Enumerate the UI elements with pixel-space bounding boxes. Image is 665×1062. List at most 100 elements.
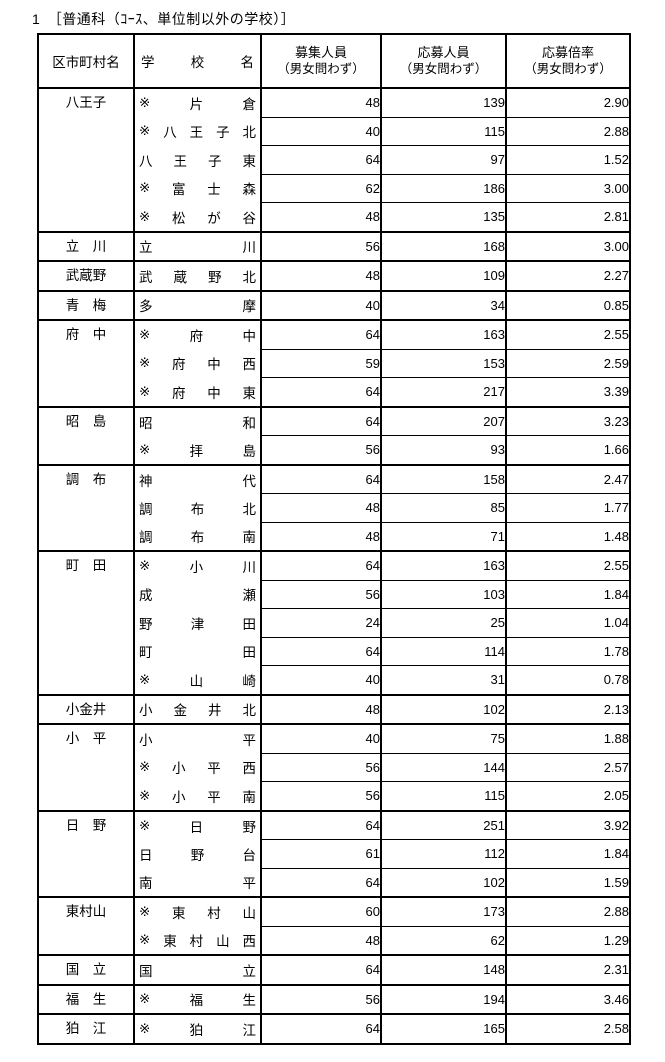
capacity-cell: 64 xyxy=(260,145,382,174)
char: 日 xyxy=(139,847,153,863)
school-name-cell: ※ 府 中 東 xyxy=(133,377,262,407)
char: 中 xyxy=(207,385,221,401)
school-name-cell: 南平 xyxy=(133,868,262,897)
capacity-cell: 64 xyxy=(260,867,382,897)
table-row: 調 布 神代 64 158 2.47 xyxy=(37,463,631,551)
char: 王 xyxy=(173,153,188,169)
applicants-cell: 34 xyxy=(380,289,507,320)
capacity-cell: 24 xyxy=(260,608,382,637)
char: 生 xyxy=(242,993,257,1009)
char: 中 xyxy=(207,357,221,373)
school-name: ※ 府 中 西 xyxy=(136,353,259,373)
applicants-cell: 144 xyxy=(380,752,507,782)
char: 東 xyxy=(172,906,186,921)
school-name: 野津田 xyxy=(136,613,259,633)
capacity-cell: 64 xyxy=(260,463,382,494)
capacity-cell: 64 xyxy=(260,636,382,666)
table-row: 成瀬 56 103 1.84 xyxy=(38,579,631,609)
char: 拝 xyxy=(189,443,204,459)
municipality-cell: 府 中 xyxy=(37,319,135,407)
school-name-cell: ※ 小 川 xyxy=(133,550,262,580)
header-row: 区市町村名 学 校 名 募集人員 （男女問わず） 応募人員 （男女問わず） 応募倍率… xyxy=(37,34,631,89)
ratio-cell: 1.84 xyxy=(505,579,631,609)
table-row: 府 中 ※ 府中 64 163 2.55 xyxy=(37,319,631,407)
school-name: ※ 東村山西 xyxy=(136,930,259,950)
table-row: ※ 松 が 谷 48 135 2.81 xyxy=(38,202,631,232)
char: ※ xyxy=(139,327,151,342)
capacity-cell: 60 xyxy=(260,896,382,926)
applicants-cell: 112 xyxy=(380,839,507,868)
char: 江 xyxy=(242,1022,257,1038)
table-row: 八王子 ※ 片倉 48 139 2.90 xyxy=(37,87,631,232)
char: 東 xyxy=(242,385,256,401)
municipality-cell: 東村山 xyxy=(37,896,135,955)
school-name-cell: ※ 福 生 xyxy=(133,983,262,1014)
capacity-cell: 56 xyxy=(260,579,382,609)
char: 日 xyxy=(189,819,204,835)
char: ※ xyxy=(139,787,151,803)
char: 昭 xyxy=(139,415,153,431)
capacity-cell: 64 xyxy=(260,550,382,580)
char: ※ xyxy=(139,904,151,919)
ratio-cell: 3.00 xyxy=(505,173,631,203)
char: 東 xyxy=(242,153,257,169)
col-header-applicants-line1: 応募人員 xyxy=(417,45,470,60)
capacity-cell: 48 xyxy=(260,521,382,551)
char: 津 xyxy=(190,616,205,632)
applicants-cell: 31 xyxy=(380,665,507,695)
school-name: ※ 府 中 xyxy=(136,325,259,345)
ratio-cell: 1.48 xyxy=(505,521,631,551)
school-name: ※ 東 村 山 xyxy=(136,902,259,922)
school-name: 調布南 xyxy=(136,526,259,546)
school-name: ※ 狛 江 xyxy=(136,1019,259,1039)
char: 多 xyxy=(139,299,153,315)
char: 神 xyxy=(139,473,153,489)
char: 小 xyxy=(139,733,153,748)
table-row: 南平 64 102 1.59 xyxy=(38,867,631,897)
applicants-cell: 194 xyxy=(380,983,507,1014)
school-name-cell: ※ 拝 島 xyxy=(133,435,262,465)
municipality-cell: 福 生 xyxy=(37,983,135,1014)
table-row: 昭 島 昭和 64 207 3.23 xyxy=(37,405,631,465)
char: 摩 xyxy=(242,299,257,315)
school-name-cell: ※ 山 崎 xyxy=(133,665,262,695)
municipality-cell: 武蔵野 xyxy=(37,260,135,291)
school-name-cell: 調布北 xyxy=(133,493,262,522)
char: 谷 xyxy=(242,210,256,226)
table-row: 東村山 ※ 東村山 60 173 2.88 xyxy=(37,896,631,955)
char: 府 xyxy=(172,385,186,401)
table-row: 町 田 ※ 小 川 64 163 2.55 xyxy=(37,550,631,695)
school-name-cell: 調布南 xyxy=(133,522,262,551)
applicants-cell: 153 xyxy=(380,348,507,378)
applicants-cell: 109 xyxy=(380,260,507,291)
school-name-cell: 成瀬 xyxy=(133,580,262,609)
char: 八 xyxy=(163,125,177,141)
school-name-cell: 国立 xyxy=(133,954,262,985)
applicants-cell: 102 xyxy=(380,867,507,897)
col-header-ratio-line2: （男女問わず） xyxy=(524,62,612,76)
char: 北 xyxy=(242,269,257,285)
table-row: ※ 小 平 南 56 115 2.05 xyxy=(38,781,631,811)
col-header-applicants: 応募人員 （男女問わず） xyxy=(380,34,507,89)
school-name: ※ 小 川 xyxy=(136,556,259,576)
ratio-cell: 3.46 xyxy=(505,983,631,1014)
capacity-cell: 61 xyxy=(260,839,382,868)
school-name-cell: ※ 東村山西 xyxy=(133,926,262,955)
school-name-cell: 日野台 xyxy=(133,839,262,868)
char: 森 xyxy=(242,182,256,198)
municipality-cell: 立 川 xyxy=(37,230,135,261)
school-name-cell: 昭和 xyxy=(133,405,262,436)
char: 福 xyxy=(189,993,204,1009)
col-header-capacity-line2: （男女問わず） xyxy=(277,62,365,76)
applicants-cell: 139 xyxy=(380,87,507,117)
school-name-cell: ※ 府 中 西 xyxy=(133,349,262,378)
school-name: 武蔵野北 xyxy=(136,266,259,286)
applicants-cell: 93 xyxy=(380,435,507,465)
school-name: ※ 福 生 xyxy=(136,989,259,1009)
school-name-cell: ※ 府 中 xyxy=(133,319,262,349)
char: 府 xyxy=(172,357,186,373)
col-header-ratio-line1: 応募倍率 xyxy=(541,45,594,60)
capacity-cell: 48 xyxy=(260,260,382,291)
applicants-cell: 25 xyxy=(380,608,507,637)
char: 田 xyxy=(242,616,257,632)
